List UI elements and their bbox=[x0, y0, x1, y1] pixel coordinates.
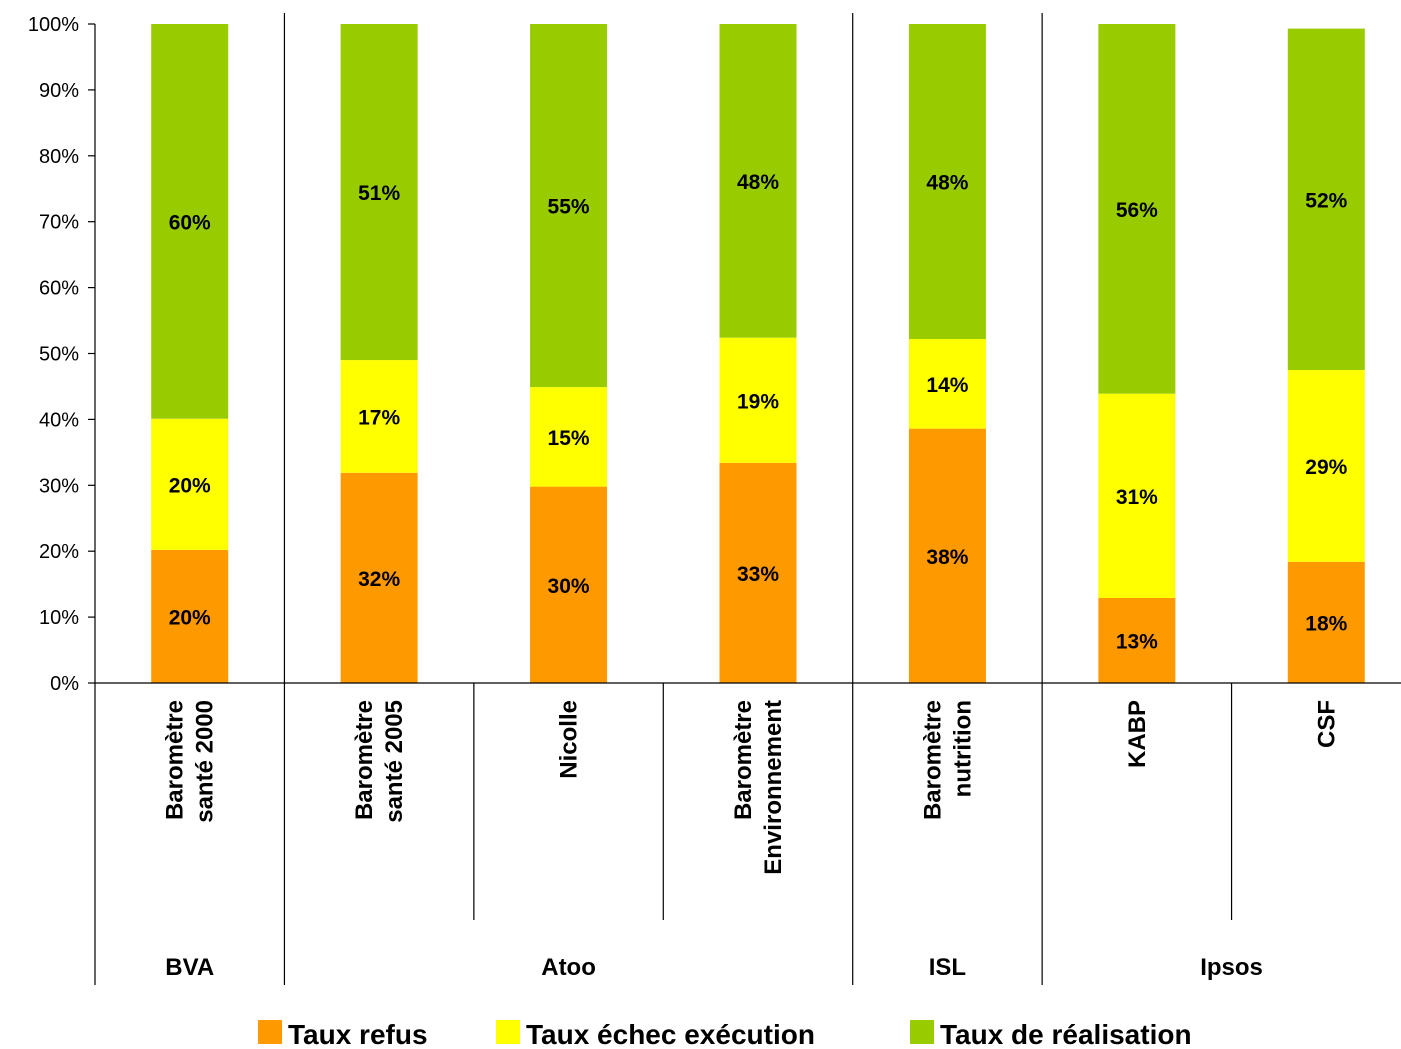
data-label: 52% bbox=[1305, 189, 1347, 212]
y-tick-label: 40% bbox=[39, 409, 79, 431]
data-label: 17% bbox=[358, 406, 400, 429]
legend-label: Taux échec exécution bbox=[526, 1019, 815, 1049]
y-tick-label: 30% bbox=[39, 475, 79, 497]
data-labels: 20% 20% 60% 32% 17% 51% 30% 15% 55% 33% 19% 48% 38% 1… bbox=[169, 171, 1348, 654]
data-label: 14% bbox=[926, 374, 968, 397]
bar-segment bbox=[1098, 393, 1176, 598]
bar-segment bbox=[719, 462, 797, 683]
y-tick-label: 20% bbox=[39, 541, 79, 563]
bar-segment bbox=[719, 337, 797, 463]
y-tick-label: 50% bbox=[39, 344, 79, 366]
x-category-label: CSF bbox=[1313, 700, 1340, 748]
x-group-label: BVA bbox=[165, 954, 214, 981]
data-label: 33% bbox=[737, 563, 779, 586]
legend-label: Taux de réalisation bbox=[940, 1019, 1192, 1049]
x-group-label: ISL bbox=[929, 954, 966, 981]
x-category-label: Nicolle bbox=[556, 700, 583, 779]
legend: Taux refus Taux échec exécution Taux de ré… bbox=[258, 1019, 1192, 1049]
legend-swatch bbox=[496, 1020, 520, 1044]
x-group-label: Ipsos bbox=[1200, 954, 1263, 981]
bar-segment bbox=[1287, 561, 1365, 683]
data-label: 13% bbox=[1116, 630, 1158, 653]
data-label: 19% bbox=[737, 390, 779, 413]
data-label: 29% bbox=[1305, 456, 1347, 479]
y-tick-label: 10% bbox=[39, 607, 79, 629]
x-category-label: KABP bbox=[1124, 700, 1151, 768]
x-category-label: Baromètre Environnement bbox=[730, 700, 787, 875]
x-axis: Baromètre santé 2000 Baromètre santé 2005 Ni… bbox=[94, 13, 1401, 985]
y-tick-label: 60% bbox=[39, 278, 79, 300]
bar-segment bbox=[1098, 597, 1176, 683]
bar-segment bbox=[340, 360, 418, 473]
y-tick-label: 70% bbox=[39, 212, 79, 234]
data-label: 31% bbox=[1116, 486, 1158, 509]
y-tick-label: 0% bbox=[50, 673, 79, 695]
data-label: 60% bbox=[169, 211, 211, 234]
bar-segment bbox=[719, 24, 797, 338]
data-label: 48% bbox=[926, 172, 968, 195]
bar-segment bbox=[151, 24, 229, 419]
y-tick-label: 100% bbox=[28, 14, 79, 36]
bar-segment bbox=[340, 472, 418, 683]
bar-segment bbox=[340, 24, 418, 361]
bars bbox=[151, 24, 1365, 683]
bar-segment bbox=[151, 418, 229, 550]
bar-segment bbox=[530, 24, 608, 388]
y-tick-label: 90% bbox=[39, 80, 79, 102]
bar-segment bbox=[151, 549, 229, 683]
data-label: 55% bbox=[548, 196, 590, 219]
data-label: 18% bbox=[1305, 612, 1347, 635]
data-label: 56% bbox=[1116, 199, 1158, 222]
bar-segment bbox=[1287, 28, 1365, 370]
bar-segment bbox=[530, 387, 608, 487]
data-label: 20% bbox=[169, 606, 211, 629]
legend-swatch bbox=[910, 1020, 934, 1044]
data-label: 38% bbox=[926, 546, 968, 569]
x-group-label: Atoo bbox=[541, 954, 596, 981]
x-category-label: Baromètre santé 2005 bbox=[351, 700, 408, 823]
data-label: 32% bbox=[358, 568, 400, 591]
legend-label: Taux refus bbox=[288, 1019, 428, 1049]
data-label: 30% bbox=[548, 575, 590, 598]
y-axis: 0% 10% 20% 30% 40% 50% 60% 70% 80% 90% 100% bbox=[28, 14, 96, 695]
x-category-label: Baromètre santé 2000 bbox=[162, 700, 219, 823]
legend-swatch bbox=[258, 1020, 282, 1044]
bar-segment bbox=[908, 428, 986, 683]
bar-segment bbox=[1098, 24, 1176, 394]
bar-segment bbox=[908, 339, 986, 429]
data-label: 15% bbox=[548, 427, 590, 450]
bar-segment bbox=[530, 486, 608, 683]
data-label: 51% bbox=[358, 182, 400, 205]
bar-segment bbox=[1287, 369, 1365, 562]
x-category-label: Baromètre nutrition bbox=[919, 700, 976, 820]
data-label: 48% bbox=[737, 171, 779, 194]
y-tick-label: 80% bbox=[39, 146, 79, 168]
data-label: 20% bbox=[169, 474, 211, 497]
bar-segment bbox=[908, 24, 986, 340]
